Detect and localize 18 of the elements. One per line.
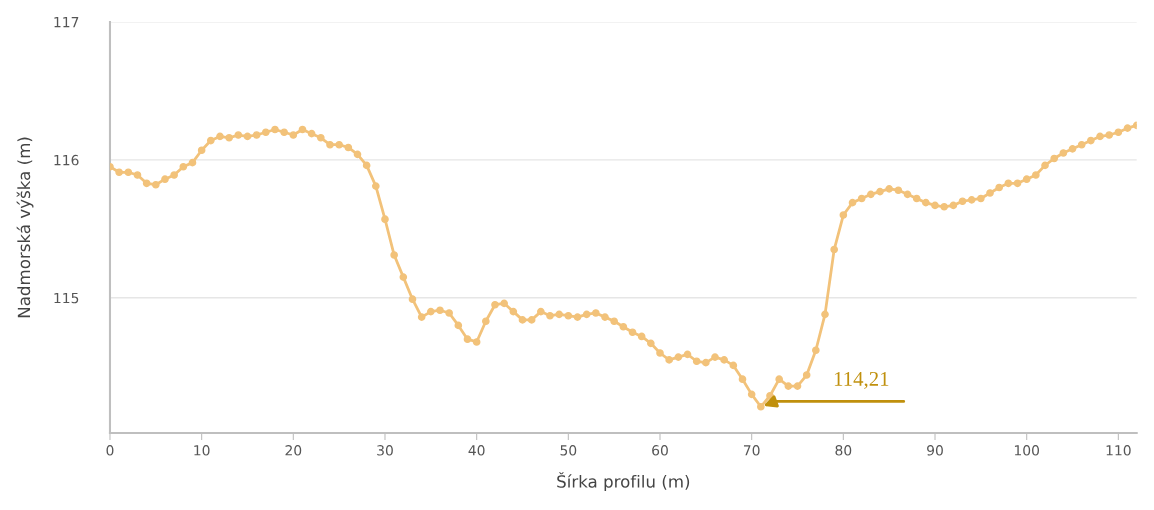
x-tick-label: 0	[106, 445, 114, 456]
y-tick-label: 115	[54, 292, 79, 304]
x-tick-label: 80	[835, 445, 852, 456]
x-tick-label: 10	[194, 445, 210, 456]
x-axis-title: Šírka profilu (m)	[557, 472, 690, 492]
x-tick-label: 60	[652, 445, 668, 456]
x-tick-label: 100	[1014, 445, 1040, 456]
x-tick-label: 20	[285, 445, 302, 456]
x-tick-label: 50	[560, 445, 577, 456]
x-tick-label: 110	[1106, 445, 1131, 456]
annotation: 114,21	[834, 371, 889, 389]
y-tick-label: 117	[54, 17, 79, 28]
x-tick-label: 70	[743, 445, 760, 456]
x-tick-label: 90	[927, 445, 943, 456]
y-tick-label: 116	[54, 154, 79, 166]
y-axis-title: Nadmorská výška (m)	[16, 137, 34, 318]
x-tick-label: 40	[468, 445, 485, 456]
x-tick-label: 30	[377, 445, 393, 456]
